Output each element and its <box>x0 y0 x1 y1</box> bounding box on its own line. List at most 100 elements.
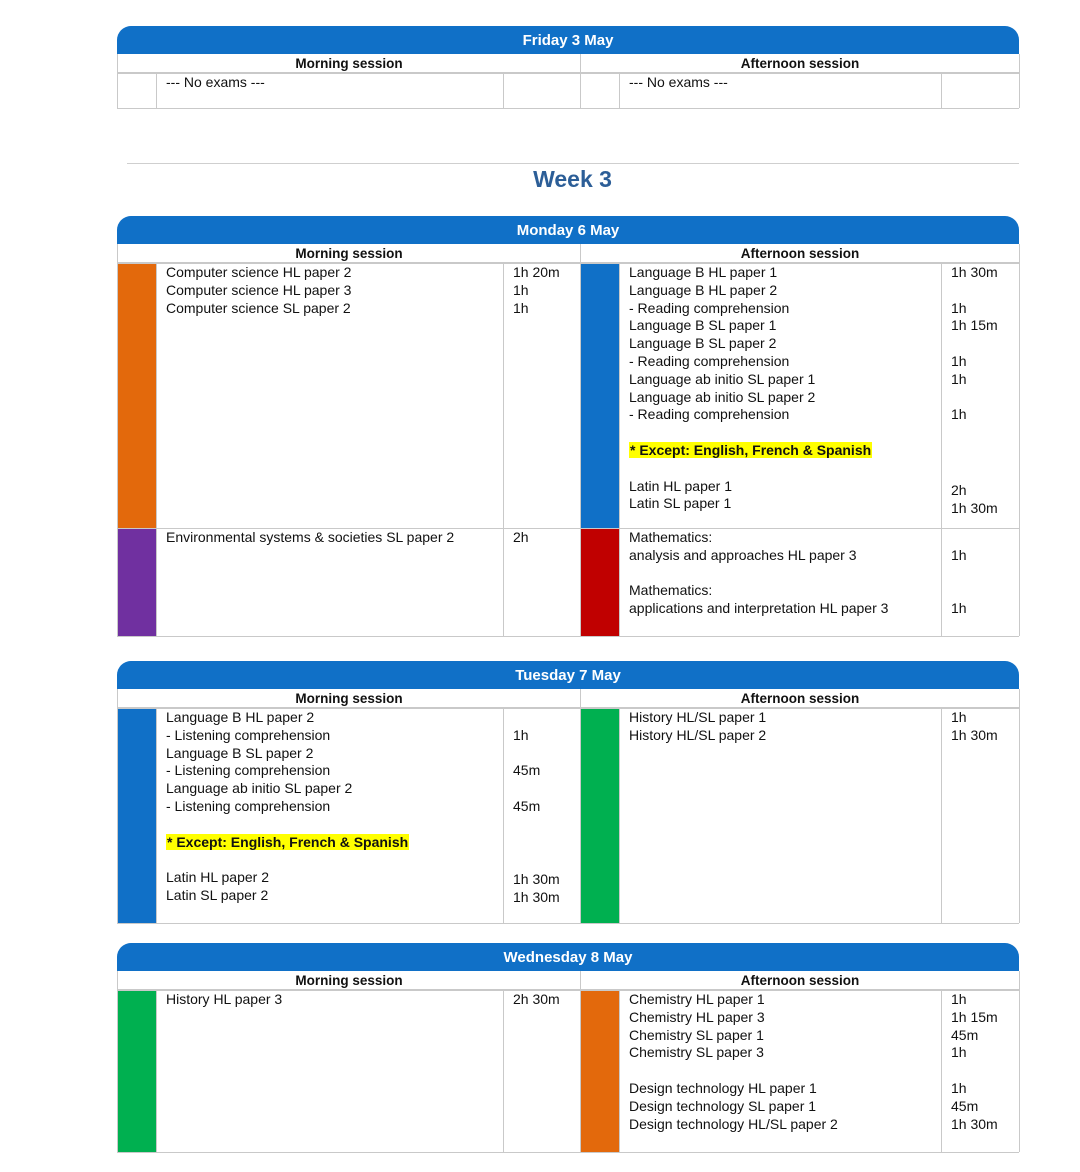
afternoon-durations <box>942 73 1020 108</box>
text-line: Mathematics: <box>629 529 713 545</box>
subject-color-bar <box>581 73 620 108</box>
morning-durations: 1h 45m 45m 1h 30m 1h 30m <box>504 708 581 923</box>
text-line: - Reading comprehension <box>629 406 790 423</box>
text-line <box>629 1062 941 1080</box>
text-line <box>513 709 580 727</box>
afternoon-session-heading: Afternoon session <box>581 54 1020 73</box>
morning-subjects: Environmental systems & societies SL pap… <box>157 528 504 636</box>
morning-session-heading: Morning session <box>118 971 581 990</box>
text-line <box>951 1062 1019 1080</box>
text-line: 1h 30m <box>513 889 560 906</box>
text-line <box>513 745 580 763</box>
day-friday: Friday 3 May Morning session Afternoon s… <box>117 26 1020 109</box>
morning-session-heading: Morning session <box>118 54 581 73</box>
divider <box>127 163 1019 164</box>
morning-durations: 1h 20m 1h 1h <box>504 263 581 528</box>
morning-session-heading: Morning session <box>118 689 581 708</box>
text-line: Latin HL paper 2 <box>166 869 269 886</box>
text-line: 45m <box>951 1026 979 1043</box>
text-line <box>951 389 1019 407</box>
text-line: 1h <box>513 726 529 743</box>
text-line: Latin SL paper 2 <box>166 886 269 903</box>
text-line: Design technology HL paper 1 <box>629 1079 817 1096</box>
text-line <box>951 282 1019 300</box>
session-grid: Morning session Afternoon session Langua… <box>117 689 1020 924</box>
text-line: 1h 20m <box>513 264 560 280</box>
day-wednesday: Wednesday 8 May Morning session Afternoo… <box>117 943 1020 1153</box>
text-line: Language B SL paper 2 <box>629 335 777 352</box>
text-line: - Listening comprehension <box>166 797 331 814</box>
subject-color-bar <box>118 708 157 923</box>
afternoon-durations: 1h 30m 1h 1h 15m 1h 1h 1h 2h 1h 30m <box>942 263 1020 528</box>
subject-color-bar <box>581 528 620 636</box>
text-line: Chemistry SL paper 1 <box>629 1026 764 1043</box>
afternoon-durations: 1h 1h 30m <box>942 708 1020 923</box>
text-line <box>513 780 580 798</box>
morning-durations <box>504 73 581 108</box>
text-line: Latin HL paper 1 <box>629 477 732 494</box>
text-line <box>629 565 941 583</box>
text-line: Computer science SL paper 2 <box>166 299 351 316</box>
text-line: History HL/SL paper 2 <box>629 726 767 743</box>
subject-color-bar <box>118 528 157 636</box>
text-line: 1h <box>951 991 967 1007</box>
text-line: 45m <box>513 762 541 779</box>
morning-durations: 2h <box>504 528 581 636</box>
morning-subjects: Language B HL paper 2- Listening compreh… <box>157 708 504 923</box>
text-line: 1h <box>951 299 967 316</box>
text-line: Language B HL paper 2 <box>629 281 778 298</box>
text-line: 1h <box>951 709 967 725</box>
text-line: applications and interpretation HL paper… <box>629 600 889 617</box>
day-title: Monday 6 May <box>117 216 1019 244</box>
afternoon-session-heading: Afternoon session <box>581 971 1020 990</box>
morning-subjects: --- No exams --- <box>157 73 504 108</box>
text-line: - Listening comprehension <box>166 762 331 779</box>
text-line: 1h <box>951 600 967 617</box>
session-grid: Morning session Afternoon session Histor… <box>117 971 1020 1153</box>
morning-session-heading: Morning session <box>118 244 581 263</box>
morning-subjects: Computer science HL paper 2 Computer scie… <box>157 263 504 528</box>
text-line: 1h <box>951 1079 967 1096</box>
text-line <box>951 529 1019 547</box>
afternoon-subjects: History HL/SL paper 1 History HL/SL paper… <box>620 708 942 923</box>
afternoon-subjects: Mathematics: analysis and approaches HL p… <box>620 528 942 636</box>
text-line: Computer science HL paper 3 <box>166 281 352 298</box>
subject-color-bar <box>581 990 620 1152</box>
text-line: Mathematics: <box>629 582 713 599</box>
day-monday: Monday 6 May Morning session Afternoon s… <box>117 216 1020 637</box>
day-tuesday: Tuesday 7 May Morning session Afternoon … <box>117 661 1020 924</box>
text-line: 2h 30m <box>513 991 560 1007</box>
exception-note: * Except: English, French & Spanish <box>629 441 873 458</box>
week-title: Week 3 <box>533 166 612 192</box>
text-line <box>951 335 1019 353</box>
text-line: 1h <box>951 546 967 563</box>
text-line: - Listening comprehension <box>166 726 331 743</box>
text-line: Language B SL paper 1 <box>629 317 777 334</box>
text-line: 1h <box>951 406 967 423</box>
text-line: History HL paper 3 <box>166 991 283 1007</box>
text-line: Language ab initio SL paper 2 <box>166 780 353 797</box>
subject-color-bar <box>118 73 157 108</box>
text-line: Environmental systems & societies SL pap… <box>166 529 455 545</box>
morning-durations: 2h 30m <box>504 990 581 1152</box>
text-line: analysis and approaches HL paper 3 <box>629 546 857 563</box>
text-line: History HL/SL paper 1 <box>629 709 767 725</box>
text-line: Language B HL paper 1 <box>629 264 778 280</box>
text-line: 45m <box>951 1097 979 1114</box>
text-line: 2h <box>513 529 529 545</box>
text-line: - Reading comprehension <box>629 299 790 316</box>
subject-color-bar <box>581 263 620 528</box>
text-line: 1h 30m <box>951 726 998 743</box>
text-line: Chemistry SL paper 3 <box>629 1044 764 1061</box>
afternoon-session-heading: Afternoon session <box>581 244 1020 263</box>
text-line: 1h <box>951 370 967 387</box>
day-title: Friday 3 May <box>117 26 1019 54</box>
subject-color-bar <box>118 990 157 1152</box>
text-line: Computer science HL paper 2 <box>166 264 352 280</box>
session-grid: Morning session Afternoon session Comput… <box>117 244 1020 637</box>
text-line: 1h 30m <box>951 264 998 280</box>
text-line: Language B SL paper 2 <box>166 744 314 761</box>
text-line: Chemistry HL paper 3 <box>629 1008 765 1025</box>
text-line <box>951 565 1019 583</box>
text-line: 1h <box>951 352 967 369</box>
